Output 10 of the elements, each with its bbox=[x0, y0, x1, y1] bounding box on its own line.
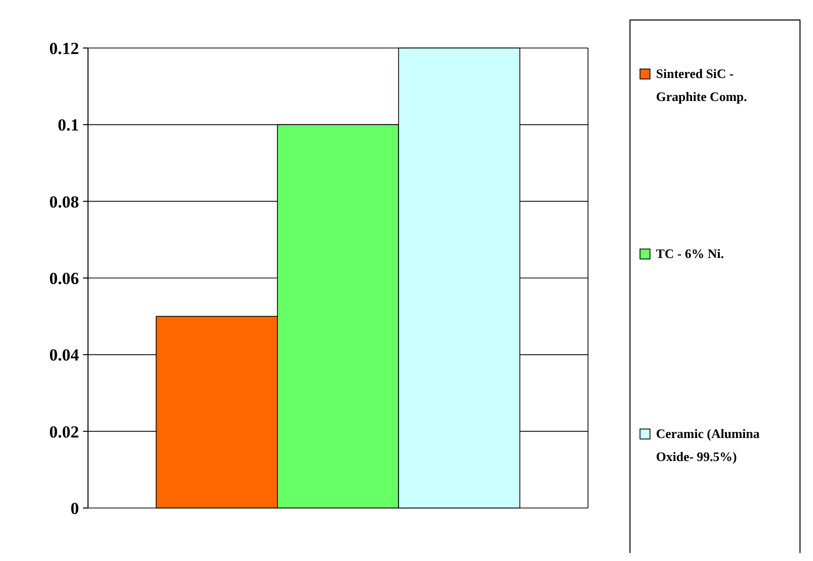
legend-label: TC - 6% Ni. bbox=[656, 246, 724, 261]
y-tick-label: 0.1 bbox=[58, 116, 79, 135]
y-tick-label: 0.08 bbox=[49, 192, 79, 212]
y-tick-label: 0.12 bbox=[49, 38, 79, 58]
legend-label: Sintered SiC - Graphite Comp. bbox=[656, 66, 747, 104]
y-tick-label: 0.06 bbox=[49, 268, 79, 288]
y-tick-label: 0 bbox=[70, 498, 79, 518]
y-tick-label: 0.04 bbox=[49, 346, 80, 365]
legend-label: Ceramic (Alumina Oxide- 99.5%) bbox=[656, 426, 760, 464]
y-tick-label: 0.02 bbox=[49, 422, 79, 442]
